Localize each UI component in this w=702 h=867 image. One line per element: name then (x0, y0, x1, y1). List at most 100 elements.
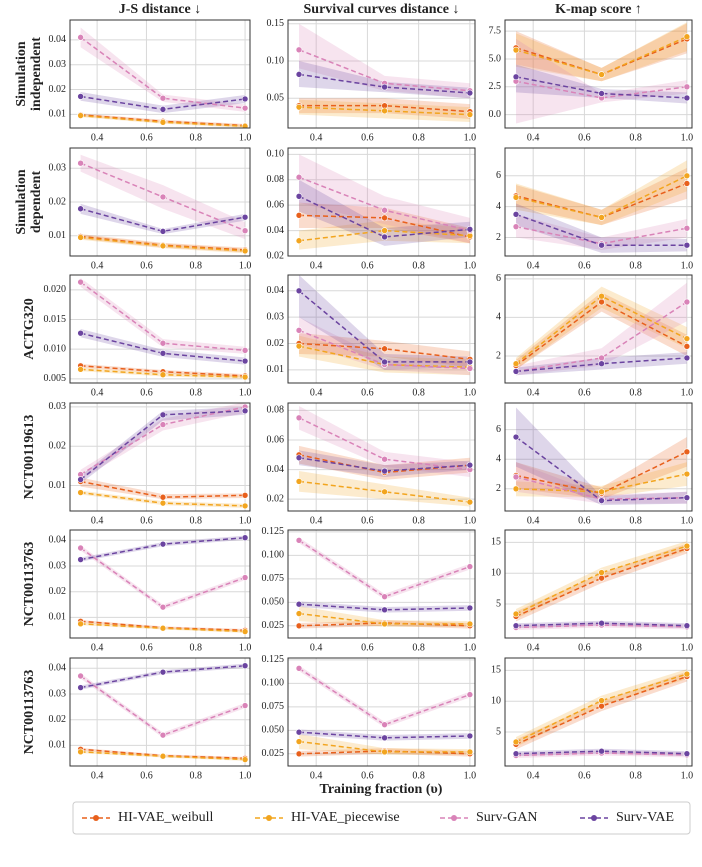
point (159, 540, 167, 548)
point (295, 212, 303, 219)
point (241, 357, 249, 365)
x-tick-label: 1.0 (239, 260, 252, 271)
series-line (298, 454, 470, 474)
y-tick-label: 0.01 (49, 612, 67, 623)
point (295, 287, 303, 295)
point (159, 752, 167, 760)
point (77, 159, 84, 167)
x-tick-label: 0.4 (310, 387, 323, 398)
point (295, 414, 303, 422)
confidence-band (516, 462, 687, 504)
y-tick-label: 0.0 (489, 109, 502, 120)
panel: 0.4 0.6 0.8 1.0 5 10 15 (491, 529, 694, 653)
series-line (298, 667, 471, 726)
point (683, 354, 691, 362)
panel-frame (69, 274, 251, 384)
panel-frame (287, 402, 476, 512)
point (159, 499, 167, 507)
plot-area (77, 534, 249, 635)
y-tick-label: 0.02 (267, 250, 285, 261)
point (512, 194, 520, 201)
point (683, 335, 691, 342)
panel-frame (287, 529, 476, 639)
legend-marker (266, 815, 272, 821)
legend-frame (72, 801, 691, 835)
confidence-band (80, 673, 246, 738)
point (241, 574, 249, 581)
x-tick-label: 0.8 (190, 260, 203, 271)
point (241, 534, 249, 542)
point (241, 95, 249, 103)
row-label: NCT00113763 (22, 670, 37, 755)
series-line (80, 36, 246, 109)
point (598, 697, 605, 704)
x-tick-label: 0.8 (190, 515, 203, 526)
series-line (515, 750, 687, 755)
point (295, 71, 303, 78)
legend-label: HI-VAE_piecewise (291, 810, 400, 825)
series-line (298, 290, 470, 363)
plot-area (295, 665, 474, 758)
point (683, 94, 691, 102)
x-tick-label: 0.6 (140, 132, 153, 143)
point (241, 502, 249, 510)
series-line (299, 104, 470, 113)
x-tick-label: 0.8 (629, 515, 642, 526)
x-tick-label: 0.6 (140, 387, 153, 398)
y-tick-label: 0.005 (44, 373, 67, 384)
x-tick-label: 1.0 (464, 642, 477, 653)
x-tick-label: 0.4 (91, 770, 104, 781)
y-tick-label: 15 (491, 537, 501, 548)
confidence-band (516, 203, 687, 253)
point (466, 691, 474, 698)
point (381, 107, 388, 115)
plot-area (295, 405, 474, 507)
point (512, 368, 520, 375)
x-tick-label: 0.6 (578, 387, 591, 398)
legend-label: Surv-GAN (476, 810, 537, 825)
x-tick-label: 0.6 (140, 770, 153, 781)
y-tick-label: 0.04 (49, 34, 67, 45)
point (466, 748, 474, 756)
legend-label: HI-VAE_weibull (118, 810, 214, 825)
y-tick-label: 0.01 (49, 480, 67, 491)
panel: 0.4 0.6 0.8 1.0 2 4 6 (496, 402, 693, 526)
series-line (298, 214, 471, 238)
x-tick-label: 1.0 (681, 642, 694, 653)
point (598, 569, 605, 576)
x-tick-label: 1.0 (239, 132, 252, 143)
point (598, 298, 605, 306)
point (683, 470, 691, 478)
series-line (298, 106, 470, 116)
point (683, 750, 691, 757)
x-tick-label: 1.0 (464, 515, 477, 526)
x-tick-label: 0.8 (629, 770, 642, 781)
row-label: Simulationdependent (14, 169, 44, 235)
point (159, 493, 167, 501)
point (466, 358, 474, 366)
plot-area (77, 403, 249, 510)
point (77, 234, 84, 241)
panel: 0.4 0.6 0.8 1.0 0.01 0.02 0.03 0.04 (267, 274, 476, 398)
y-tick-label: 0.08 (267, 405, 285, 416)
series-line (298, 342, 470, 361)
point (77, 620, 84, 628)
point (598, 214, 605, 221)
y-tick-label: 0.15 (267, 18, 285, 29)
point (77, 684, 84, 691)
confidence-band (299, 60, 470, 99)
point (683, 83, 691, 91)
y-tick-label: 2 (496, 483, 501, 494)
series-line (298, 73, 470, 94)
confidence-band (516, 541, 687, 619)
confidence-band (516, 22, 687, 82)
y-tick-label: 0.050 (262, 725, 285, 736)
confidence-band (80, 535, 246, 562)
point (598, 619, 605, 627)
y-tick-label: 0.06 (267, 199, 285, 210)
point (466, 111, 474, 118)
point (159, 106, 167, 113)
y-tick-label: 2 (496, 350, 501, 361)
panel: 0.4 0.6 0.8 1.0 0.01 0.02 0.03 0.04 (49, 657, 251, 781)
legend-label: Surv-VAE (616, 810, 674, 825)
